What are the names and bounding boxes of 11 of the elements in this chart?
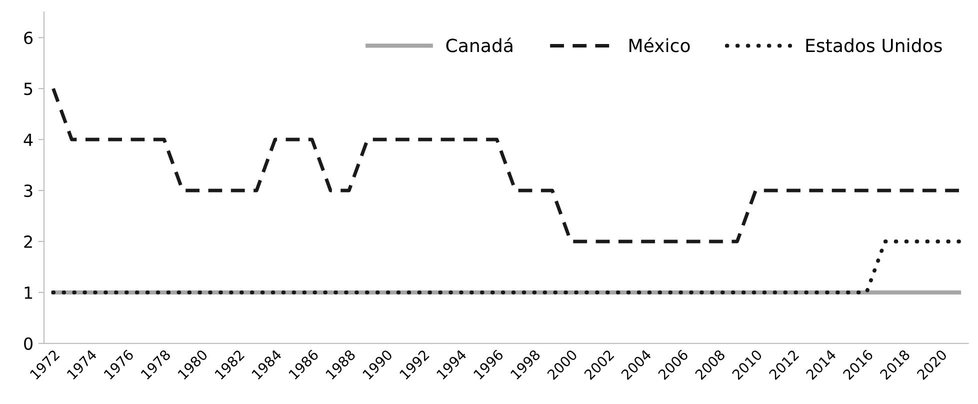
y-tick-label: 4 [24,134,33,146]
y-tick-label: 5 [24,82,32,96]
y-tick-label: 6 [24,32,33,44]
legend-label: México [630,38,690,52]
legend-label: Estados Unidos [806,38,942,52]
line-series [52,86,961,244]
y-tick-label: 1 [24,286,32,299]
y-tick-label: 2 [24,235,32,248]
legend-label: Canadá [446,38,512,52]
y-tick-label: 0 [24,337,32,350]
y-tick-label: 3 [24,184,32,198]
